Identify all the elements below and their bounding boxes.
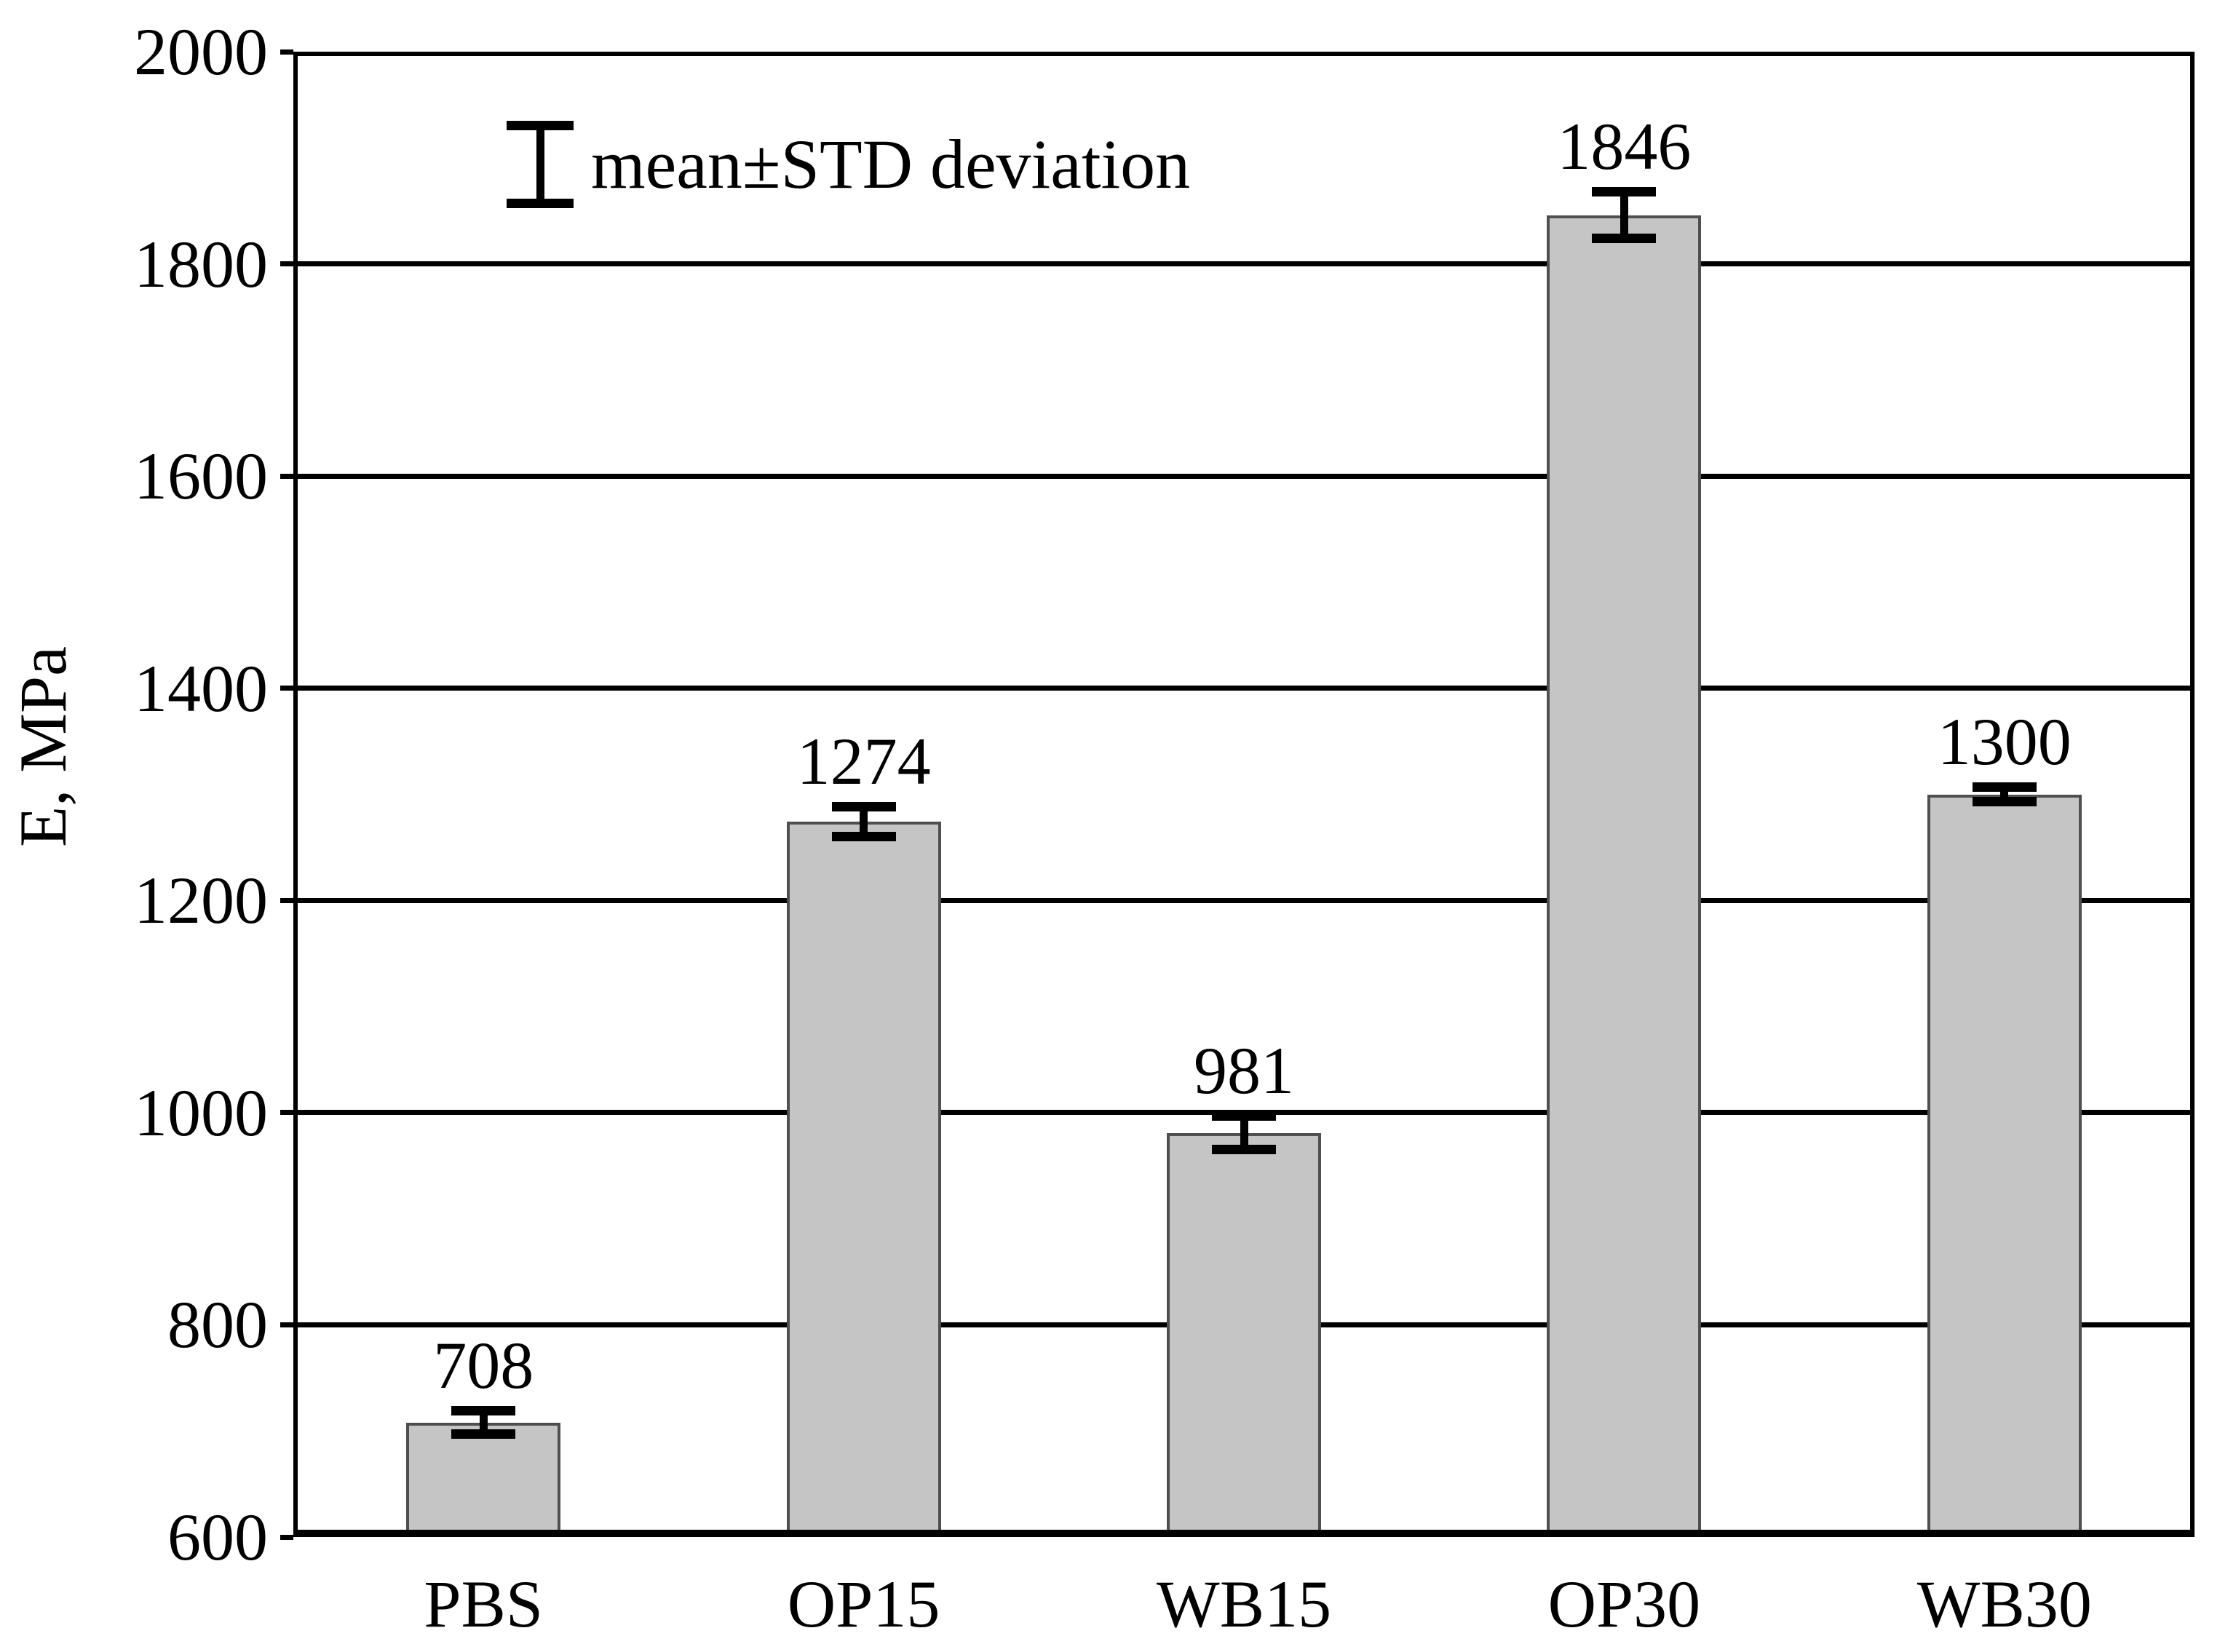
error-bar-cap-bottom bbox=[1592, 234, 1657, 244]
bar bbox=[406, 1422, 561, 1537]
gridline bbox=[293, 473, 2195, 479]
y-tick-mark bbox=[280, 1110, 293, 1116]
bar-value-label: 708 bbox=[433, 1328, 534, 1402]
y-tick-label: 1200 bbox=[134, 863, 268, 938]
x-category-label: OP30 bbox=[1547, 1567, 1701, 1641]
x-category-label: WB15 bbox=[1156, 1567, 1332, 1641]
legend-label: mean±STD deviation bbox=[591, 125, 1191, 203]
y-tick-mark bbox=[280, 1534, 293, 1540]
error-bar-stem bbox=[2000, 787, 2009, 802]
error-bar-stem bbox=[536, 125, 544, 204]
error-bar-stem bbox=[860, 806, 868, 837]
x-category-label: WB30 bbox=[1916, 1567, 2092, 1641]
bar bbox=[1547, 215, 1702, 1537]
y-tick-mark bbox=[280, 686, 293, 691]
x-category-label: PBS bbox=[424, 1567, 544, 1641]
y-tick-mark bbox=[280, 897, 293, 903]
x-category-label: OP15 bbox=[787, 1567, 940, 1641]
bar-value-label: 1846 bbox=[1557, 108, 1692, 183]
gridline bbox=[293, 897, 2195, 903]
bar-value-label: 981 bbox=[1194, 1033, 1294, 1108]
error-bar-cap-top bbox=[831, 802, 896, 812]
bar bbox=[1927, 794, 2082, 1537]
y-tick-label: 1800 bbox=[134, 226, 268, 301]
y-tick-mark bbox=[280, 261, 293, 267]
error-bar-cap-bottom bbox=[1212, 1145, 1276, 1155]
bar-value-label: 1300 bbox=[1937, 704, 2072, 779]
error-bar-cap-bottom bbox=[1972, 797, 2037, 807]
y-tick-mark bbox=[280, 1322, 293, 1327]
bar-value-label: 1274 bbox=[796, 724, 931, 799]
error-bar-stem bbox=[479, 1410, 488, 1434]
error-bar-icon bbox=[507, 121, 574, 208]
legend: mean±STD deviation bbox=[507, 121, 1190, 208]
error-bar-cap-bottom bbox=[831, 832, 896, 842]
bar bbox=[1167, 1132, 1321, 1537]
error-bar-stem bbox=[1240, 1116, 1248, 1150]
gridline bbox=[293, 686, 2195, 691]
y-tick-label: 2000 bbox=[134, 15, 268, 89]
y-tick-label: 600 bbox=[167, 1500, 268, 1574]
error-bar-cap-bottom bbox=[507, 199, 574, 208]
y-tick-label: 1400 bbox=[134, 651, 268, 726]
gridline bbox=[293, 261, 2195, 267]
y-tick-mark bbox=[280, 49, 293, 55]
error-bar-cap-top bbox=[1212, 1111, 1276, 1121]
y-tick-label: 1000 bbox=[134, 1075, 268, 1150]
error-bar-cap-bottom bbox=[451, 1429, 516, 1439]
error-bar-cap-top bbox=[1592, 186, 1657, 196]
error-bar-cap-top bbox=[451, 1406, 516, 1415]
error-bar-cap-top bbox=[1972, 782, 2037, 792]
y-tick-label: 800 bbox=[167, 1287, 268, 1362]
bar bbox=[786, 822, 941, 1537]
error-bar-stem bbox=[1620, 191, 1628, 239]
y-tick-mark bbox=[280, 473, 293, 479]
y-tick-label: 1600 bbox=[134, 439, 268, 514]
